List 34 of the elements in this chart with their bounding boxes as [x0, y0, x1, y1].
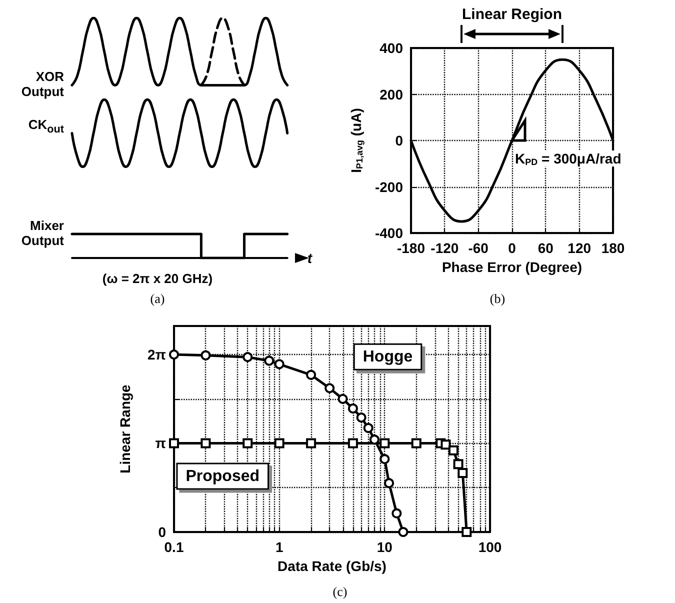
y-tick-label: 2π [147, 346, 166, 362]
y-tick-label: -200 [374, 178, 404, 195]
x-axis-title: t [307, 250, 314, 266]
text: (c) [332, 584, 348, 599]
x-tick-label: 120 [568, 240, 592, 256]
x-tick-label: 1 [275, 539, 284, 555]
series-label: Proposed [186, 468, 260, 485]
text: (a) [150, 291, 165, 306]
y-axis-title: IP1,avg (uA) [348, 108, 365, 173]
series-label: XOR Output [20, 69, 64, 100]
y-tick-label: 0 [158, 524, 166, 540]
y-tick-label: -400 [374, 225, 404, 241]
y-tick-label: 200 [380, 86, 404, 102]
text: Hogge [362, 348, 413, 366]
x-tick-label: -60 [468, 240, 489, 256]
series-label: Mixer Output [20, 218, 64, 248]
y-axis-title: Linear Range [117, 384, 133, 474]
x-tick-label: 10 [376, 539, 393, 555]
text: (ω = 2π x 20 GHz) [102, 271, 213, 286]
y-tick-label: 0 [395, 132, 404, 148]
x-tick-label: 100 [478, 539, 502, 555]
x-tick-label: 0.1 [164, 539, 184, 555]
series-label: CK$_{out}$ [27, 117, 64, 138]
text: (b) [490, 291, 506, 306]
x-tick-label: -180 [396, 240, 426, 256]
x-axis-title: Phase Error (Degree) [442, 258, 582, 275]
x-tick-label: 60 [538, 240, 554, 256]
y-tick-label: π [155, 435, 166, 452]
x-tick-label: 180 [601, 240, 625, 256]
text: Linear Region [462, 6, 562, 23]
x-axis-title: Data Rate (Gb/s) [278, 558, 386, 574]
x-tick-label: -120 [430, 240, 459, 256]
y-tick-label: 400 [380, 40, 404, 56]
x-tick-label: 0 [508, 240, 516, 256]
